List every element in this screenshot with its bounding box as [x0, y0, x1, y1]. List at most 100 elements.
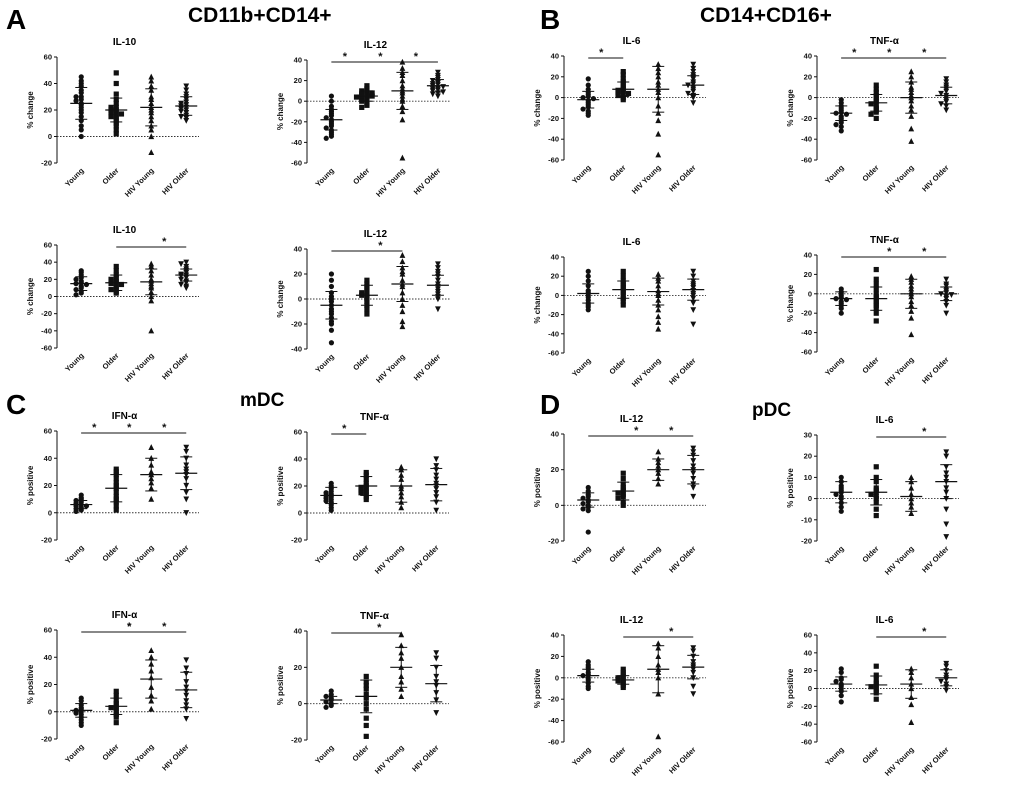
- y-tick-label: -60: [548, 156, 559, 165]
- data-point: [113, 469, 119, 475]
- x-category-label: Young: [313, 743, 336, 766]
- y-tick-label: -60: [548, 738, 559, 747]
- plot-title: IFN-α: [112, 610, 138, 621]
- data-point: [398, 504, 405, 511]
- data-point: [943, 506, 950, 513]
- x-category-label: Older: [860, 355, 880, 375]
- y-tick-label: -40: [291, 138, 302, 147]
- y-tick-label: 20: [551, 72, 559, 81]
- y-axis-label: % change: [786, 284, 795, 322]
- data-point: [655, 319, 662, 325]
- y-tick-label: 20: [44, 481, 52, 490]
- x-category-label: HIV Young: [630, 544, 663, 577]
- data-point: [833, 678, 839, 684]
- y-tick-label: 60: [804, 631, 812, 640]
- data-point: [113, 70, 119, 76]
- significance-star: *: [127, 621, 132, 633]
- data-point: [943, 302, 950, 309]
- y-tick-label: -20: [801, 114, 812, 123]
- data-point: [328, 283, 335, 290]
- x-category-label: HIV Young: [374, 352, 407, 385]
- y-tick-label: 40: [804, 648, 812, 657]
- data-point: [585, 273, 591, 279]
- data-point: [398, 685, 405, 692]
- x-category-label: HIV Young: [883, 163, 916, 196]
- data-point: [328, 691, 334, 698]
- data-point: [363, 715, 369, 721]
- significance-star: *: [162, 422, 167, 434]
- y-axis-label: % positive: [533, 668, 542, 708]
- y-tick-label: 0: [808, 494, 812, 503]
- y-tick-label: -20: [41, 536, 52, 545]
- y-tick-label: 20: [44, 680, 52, 689]
- significance-star: *: [922, 47, 927, 59]
- x-category-label: Older: [100, 166, 120, 186]
- data-point: [148, 73, 155, 80]
- data-point: [183, 285, 190, 292]
- data-point: [78, 123, 84, 129]
- data-point: [873, 318, 879, 324]
- data-point: [838, 474, 844, 480]
- significance-star: *: [378, 240, 383, 252]
- data-point: [178, 281, 184, 288]
- data-point: [655, 690, 662, 697]
- data-point: [585, 76, 591, 82]
- x-category-label: HIV Young: [630, 163, 663, 196]
- data-point: [873, 109, 879, 115]
- data-point: [328, 133, 335, 139]
- x-category-label: HIV Older: [410, 543, 441, 574]
- y-tick-label: 30: [804, 431, 812, 440]
- x-category-label: HIV Young: [123, 742, 156, 775]
- data-point: [148, 126, 155, 133]
- y-tick-label: -60: [548, 349, 559, 358]
- data-point: [873, 276, 879, 282]
- x-category-label: Young: [823, 745, 846, 768]
- data-point: [655, 733, 662, 740]
- plot-title: IL-12: [364, 229, 388, 240]
- data-point: [363, 469, 369, 476]
- significance-star: *: [922, 626, 927, 638]
- data-point: [585, 82, 591, 88]
- significance-star: *: [343, 51, 348, 63]
- data-point: [655, 151, 662, 158]
- data-point: [73, 710, 79, 716]
- data-point: [363, 722, 369, 729]
- y-tick-label: 20: [551, 652, 559, 661]
- data-point: [873, 696, 879, 702]
- data-point: [440, 84, 447, 90]
- y-axis-label: % positive: [786, 668, 795, 708]
- data-point: [433, 655, 440, 662]
- y-tick-label: 40: [294, 627, 302, 636]
- data-point: [363, 496, 369, 503]
- plot-title: IL-10: [113, 37, 137, 48]
- y-tick-label: 20: [44, 275, 52, 284]
- y-axis-label: % change: [786, 89, 795, 127]
- data-point: [615, 89, 621, 95]
- data-point: [323, 115, 329, 121]
- x-category-label: Young: [570, 163, 593, 186]
- data-point: [323, 135, 329, 141]
- y-tick-label: 0: [555, 93, 559, 102]
- data-point: [328, 93, 335, 99]
- data-point: [620, 684, 626, 691]
- x-category-label: Young: [63, 351, 86, 374]
- y-tick-label: -40: [801, 135, 812, 144]
- data-point: [399, 116, 406, 123]
- data-point: [328, 277, 335, 283]
- data-point: [620, 470, 626, 476]
- data-point: [178, 276, 184, 283]
- data-point: [585, 529, 591, 535]
- plot-d-ifn: IFN-α -20 0 20 40 60 % positive Young Older HIV Y…: [26, 610, 199, 775]
- y-tick-label: 0: [808, 93, 812, 102]
- data-point: [908, 113, 915, 119]
- significance-star: *: [92, 422, 97, 434]
- data-point: [399, 65, 406, 71]
- x-category-label: HIV Older: [160, 351, 191, 382]
- x-category-label: HIV Older: [667, 356, 698, 387]
- data-point: [148, 495, 155, 502]
- y-axis-label: % change: [533, 89, 542, 127]
- y-tick-label: 10: [804, 473, 812, 482]
- x-category-label: Young: [823, 355, 846, 378]
- data-point: [620, 97, 626, 103]
